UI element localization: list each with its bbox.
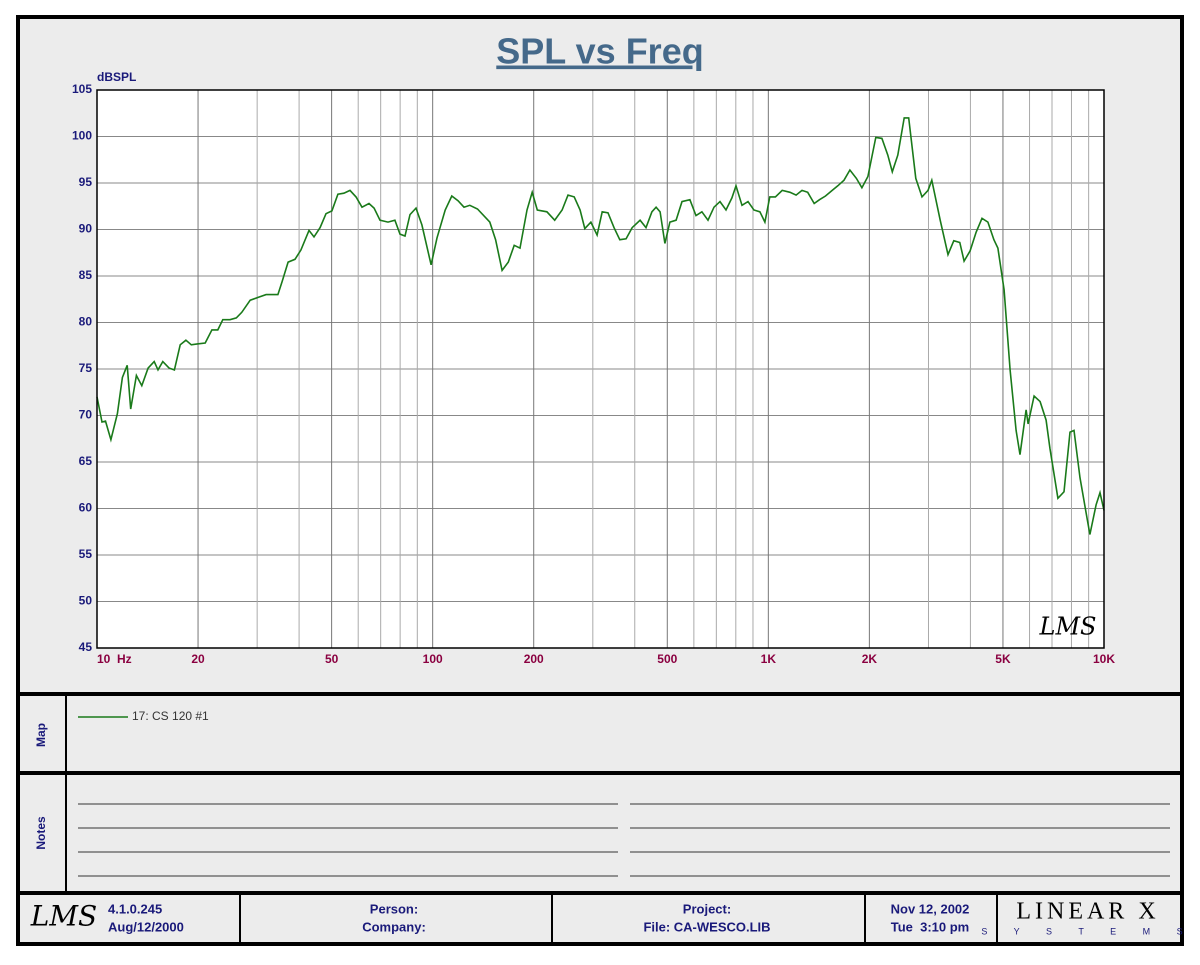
map-label: Map: [34, 723, 48, 747]
x-tick-label: 10K: [1093, 652, 1115, 666]
time: Tue 3:10 pm: [891, 919, 970, 934]
legend-label: 17: CS 120 #1: [132, 709, 209, 723]
chart-title: SPL vs Freq: [496, 31, 703, 72]
build-date: Aug/12/2000: [108, 919, 184, 934]
y-tick-label: 70: [79, 408, 93, 422]
y-tick-label: 100: [72, 129, 92, 143]
x-tick-label: 1K: [761, 652, 777, 666]
series-line: [96, 117, 1105, 535]
person: Person:: [370, 901, 418, 916]
version: 4.1.0.245: [108, 901, 162, 916]
note-lines: [78, 803, 1170, 877]
x-tick-label: 200: [524, 652, 544, 666]
y-tick-label: 90: [79, 222, 93, 236]
footer-logo: LMS: [30, 900, 97, 933]
date: Nov 12, 2002: [891, 901, 970, 916]
x-tick-label: 20: [191, 652, 205, 666]
y-tick-label: 55: [79, 547, 93, 561]
y-axis-label: dBSPL: [97, 70, 136, 84]
x-tick-label: 10 Hz: [97, 652, 132, 666]
x-tick-label: 5K: [995, 652, 1011, 666]
y-tick-label: 85: [79, 268, 93, 282]
watermark: LMS: [1039, 613, 1097, 641]
y-tick-label: 95: [79, 175, 93, 189]
x-tick-label: 2K: [862, 652, 878, 666]
y-tick-label: 80: [79, 315, 93, 329]
x-tick-label: 500: [657, 652, 677, 666]
footer-boxes: [239, 893, 998, 944]
brand: LINEAR X: [1016, 899, 1159, 925]
notes-label: Notes: [34, 816, 48, 850]
project: Project:: [683, 901, 731, 916]
x-tick-label: 100: [423, 652, 443, 666]
y-tick-label: 75: [79, 361, 93, 375]
brand-sub: S Y S T E M S: [981, 926, 1194, 936]
y-tick-label: 50: [79, 594, 93, 608]
y-tick-label: 45: [79, 640, 93, 654]
x-tick-label: 50: [325, 652, 339, 666]
file: File: CA-WESCO.LIB: [643, 919, 770, 934]
y-tick-label: 60: [79, 501, 93, 515]
plot-border: [96, 89, 1105, 649]
company: Company:: [362, 919, 426, 934]
y-tick-label: 105: [72, 82, 92, 96]
y-tick-label: 65: [79, 454, 93, 468]
